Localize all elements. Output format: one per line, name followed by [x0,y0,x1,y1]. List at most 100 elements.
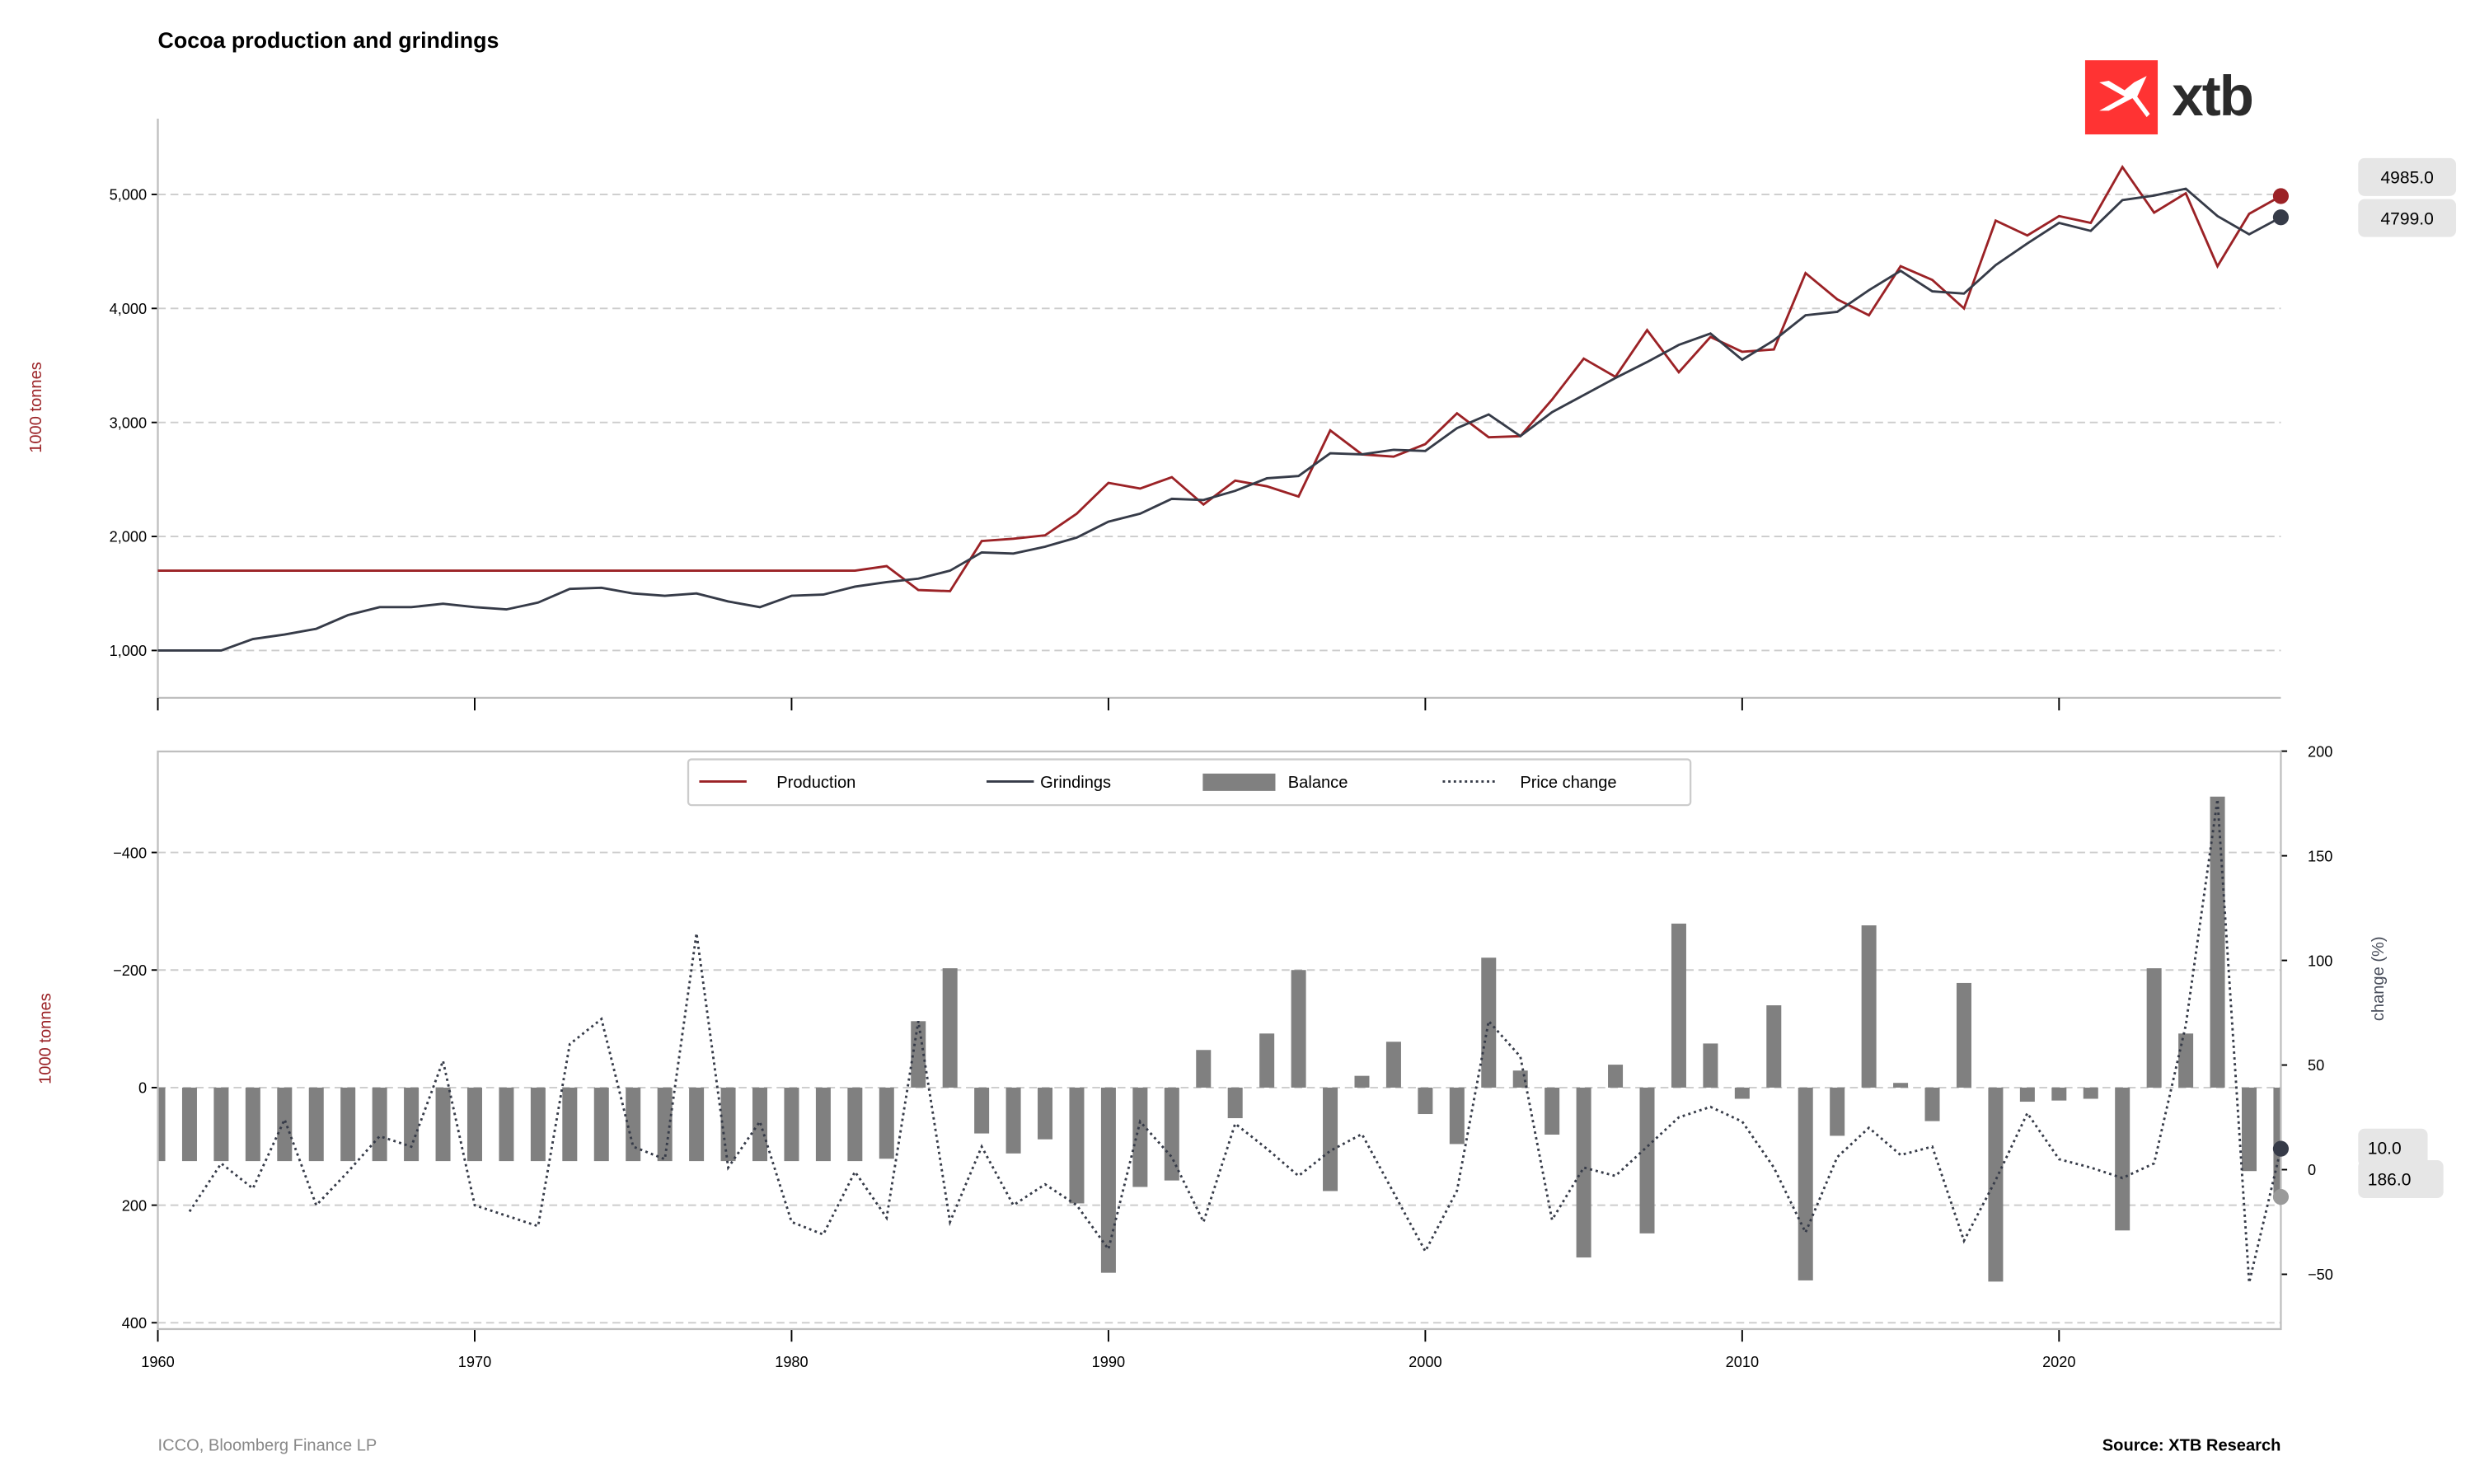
balance-bar [1639,1087,1655,1234]
balance-bar [2146,968,2162,1088]
balance-bar [1132,1087,1148,1187]
xtb-logo: xtb [2084,60,2254,135]
balance-bar [1608,1065,1624,1088]
left-tick-label: 200 [122,1197,147,1214]
balance-bar [530,1087,546,1162]
y-tick-label: 1,000 [110,643,148,659]
value-label-box [2358,1160,2444,1198]
legend-grindings-label: Grindings [1040,774,1111,792]
series-line-grindings [157,187,2282,652]
last-point-price-change [2272,1140,2290,1157]
balance-bar [1385,1042,1401,1088]
balance-bar [2019,1087,2035,1102]
balance-bar [815,1087,831,1162]
chart-title: Cocoa production and grindings [158,28,499,53]
left-tick-label: 0 [138,1080,147,1097]
balance-bar [942,968,958,1088]
balance-bar [340,1087,356,1162]
balance-bar [1196,1050,1212,1088]
value-label-box [2358,199,2457,237]
balance-bar [720,1087,736,1162]
legend-box [687,758,1692,807]
x-tick-label: 2000 [1409,1354,1441,1370]
balance-bar [1291,970,1306,1088]
balance-bar [435,1087,451,1162]
balance-bar [213,1087,229,1162]
x-tick-label: 2020 [2042,1354,2075,1370]
price-change-line [188,798,2282,1283]
balance-bar [1798,1087,1813,1280]
balance-bar [1703,1043,1718,1088]
balance-bar [1576,1087,1591,1258]
footer-source-data: ICCO, Bloomberg Finance LP [158,1436,377,1454]
balance-bar [593,1087,609,1162]
balance-bar [2241,1087,2257,1172]
legend-balance-label: Balance [1288,774,1348,792]
right-tick-label: 50 [2308,1057,2324,1074]
series-line-production [157,165,2282,592]
top-panel: 1,000 2,000 3,000 4,000 5,000 4985.0 4799.0 [110,119,2457,711]
logo-mark [2084,60,2159,135]
balance-bar [1956,982,1971,1088]
balance-bar [626,1087,641,1162]
balance-bar [562,1087,578,1162]
balance-bar [404,1087,420,1162]
balance-bar [1766,1005,1782,1088]
balance-bar [1038,1087,1053,1140]
x-tick-label: 2010 [1726,1354,1759,1370]
last-point-grindings [2272,209,2290,226]
balance-bar [2115,1087,2130,1231]
x-tick-label: 1980 [775,1354,808,1370]
balance-bar [1227,1087,1243,1119]
legend-production-label: Production [776,774,855,792]
balance-bar [1418,1087,1433,1115]
balance-bar [1449,1087,1465,1145]
balance-bars [157,796,2281,1282]
balance-bar [1734,1087,1750,1099]
right-tick-label: 150 [2308,848,2332,864]
balance-bar [1512,1070,1528,1088]
right-tick-label: 0 [2308,1162,2316,1178]
balance-bar [1893,1083,1909,1088]
y-tick-label: 2,000 [110,529,148,545]
balance-bar [1861,925,1877,1088]
balance-bar [974,1087,990,1134]
balance-bar [2210,796,2225,1088]
value-label: 4799.0 [2380,209,2433,228]
balance-bar [157,1087,166,1162]
balance-bar [372,1087,387,1162]
left-tick-label: −200 [113,962,147,979]
last-point-production [2272,188,2290,204]
balance-bar [1830,1087,1845,1136]
balance-bar [2178,1033,2194,1088]
bottom-y-axis-label: 1000 tonnes [36,993,54,1084]
right-tick-label: −50 [2308,1266,2333,1283]
balance-bar [847,1087,863,1162]
balance-bar [1005,1087,1021,1154]
top-y-axis-label: 1000 tonnes [27,362,45,453]
y-tick-label: 3,000 [110,414,148,431]
balance-bar [1545,1087,1560,1135]
logo-x-icon [2099,76,2150,118]
bottom-panel: −400 −200 0 200 400 200 150 100 50 0 −50 1960 1970 19… [113,743,2444,1370]
value-label: 4985.0 [2380,169,2433,188]
legend-price-change-label: Price change [1520,774,1616,792]
plot-frame [157,750,2282,1331]
balance-bar [1164,1087,1179,1181]
value-label: 186.0 [2368,1171,2412,1190]
balance-bar [657,1087,673,1162]
right-y-axis-label: change (%) [2370,936,2388,1021]
balance-bar [784,1087,799,1162]
x-tick-label: 1990 [1092,1354,1125,1370]
legend: Production Grindings Balance Price chang… [687,758,1692,807]
balance-bar [245,1087,260,1162]
balance-bar [1069,1087,1085,1204]
balance-bar [499,1087,514,1162]
value-label: 10.0 [2368,1139,2402,1158]
balance-bar [2051,1087,2067,1101]
right-tick-label: 200 [2308,743,2332,760]
x-tick-label: 1970 [458,1354,491,1370]
balance-bar [308,1087,324,1162]
left-tick-label: −400 [113,845,147,861]
